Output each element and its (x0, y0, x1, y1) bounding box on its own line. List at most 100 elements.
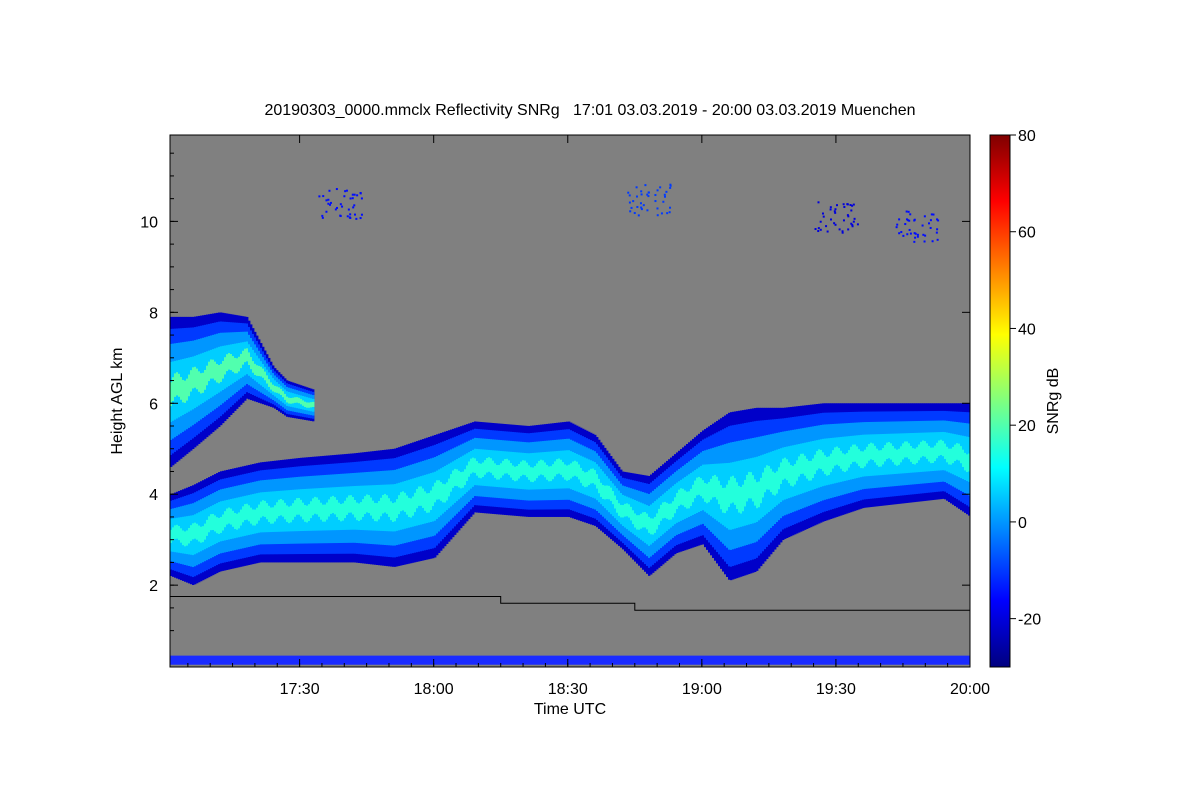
cirrus-point (905, 218, 908, 221)
cirrus-point (819, 228, 822, 231)
cirrus-point (908, 219, 911, 222)
cirrus-point (927, 222, 930, 225)
cirrus-point (847, 215, 850, 218)
cirrus-point (329, 201, 332, 204)
cirrus-point (905, 210, 908, 213)
x-tick-label: 18:00 (414, 681, 454, 698)
cirrus-point (351, 197, 354, 200)
cirrus-point (829, 206, 832, 209)
cirrus-point (654, 200, 657, 203)
cirrus-point (351, 193, 354, 196)
cirrus-point (345, 189, 348, 192)
cirrus-point (360, 197, 363, 200)
cirrus-point (646, 209, 649, 212)
cirrus-point (349, 213, 352, 216)
cirrus-point (668, 211, 671, 214)
cirrus-point (900, 231, 903, 234)
cirrus-point (902, 234, 905, 237)
cirrus-point (913, 232, 916, 235)
cirrus-point (817, 227, 820, 230)
y-tick-label: 2 (149, 578, 158, 595)
cirrus-point (328, 189, 331, 192)
cirrus-point (916, 235, 919, 238)
cirrus-point (830, 218, 833, 221)
cirrus-point (640, 193, 643, 196)
upper-cloud (170, 312, 315, 467)
cirrus-point (327, 198, 330, 201)
colorbar-gradient (989, 134, 1011, 668)
colorbar: 80 60 40 20 0 -20 SNRg dB (989, 128, 1062, 668)
colorbar-tick-label: 0 (1018, 515, 1027, 532)
cirrus-point (630, 206, 633, 209)
cirrus-point (325, 199, 328, 202)
cirrus-point (669, 206, 672, 209)
cirrus-point (353, 204, 356, 207)
cirrus-point (904, 223, 907, 226)
snr-threshold-line (170, 596, 970, 611)
cirrus-point (908, 228, 911, 231)
cirrus-point (817, 201, 820, 204)
cirrus-point (635, 195, 638, 198)
cirrus-point (669, 184, 672, 187)
cirrus-point (640, 190, 643, 193)
y-axis: 2 4 6 8 10 (140, 152, 970, 632)
cirrus-point (846, 214, 849, 217)
colorbar-tick-label: 80 (1018, 128, 1036, 145)
cirrus-point (936, 218, 939, 221)
cirrus-point (663, 195, 666, 198)
cirrus-point (347, 208, 350, 211)
y-tick-label: 4 (149, 487, 158, 504)
cirrus-point (819, 220, 822, 223)
colorbar-tick-label: 20 (1018, 418, 1036, 435)
cirrus-point (359, 192, 362, 195)
cirrus-point (842, 219, 845, 222)
cirrus-point (656, 214, 659, 217)
y-tick-label: 8 (149, 305, 158, 322)
cirrus-point (913, 218, 916, 221)
cirrus-point (318, 195, 321, 198)
cirrus-point (921, 224, 924, 227)
cirrus-point (841, 230, 844, 233)
cirrus-point (656, 189, 659, 192)
cirrus-point (850, 209, 853, 212)
cirrus-point (339, 203, 342, 206)
cirrus-point (349, 197, 352, 200)
cirrus-point (924, 234, 927, 237)
plot-area: 17:30 18:00 18:30 19:00 19:30 20:00 2 4 6 8 10 (140, 134, 990, 698)
cirrus-point (636, 205, 639, 208)
cirrus-point (339, 215, 342, 218)
cirrus-point (348, 216, 351, 219)
cirrus-point (826, 230, 829, 233)
cirrus-point (895, 226, 898, 229)
cirrus-point (935, 231, 938, 234)
y-axis-label: Height AGL km (109, 347, 126, 454)
y-tick-label: 10 (140, 214, 158, 231)
cirrus-point (936, 228, 939, 231)
cirrus-point (628, 201, 631, 204)
plot-frame (169, 134, 971, 668)
cirrus-point (346, 215, 349, 218)
cirrus-point (906, 233, 909, 236)
cirrus-point (321, 216, 324, 219)
cirrus-point (851, 204, 854, 207)
cirrus-point (360, 213, 363, 216)
cirrus-point (817, 230, 820, 233)
cirrus-point (937, 219, 940, 222)
cirrus-point (647, 191, 650, 194)
cirrus-point (665, 190, 668, 193)
cirrus-point (849, 204, 852, 207)
cirrus-point (628, 194, 631, 197)
cirrus-point (660, 212, 663, 215)
cirrus-point (850, 222, 853, 225)
cirrus-point (838, 228, 841, 231)
cirrus-point (321, 214, 324, 217)
cirrus-point (344, 190, 347, 193)
cirrus-patches (318, 183, 940, 243)
cirrus-point (646, 193, 649, 196)
x-axis-label: Time UTC (534, 701, 606, 718)
cirrus-point (843, 205, 846, 208)
cirrus-point (335, 206, 338, 209)
colorbar-tick-label: 60 (1018, 225, 1036, 242)
cirrus-point (833, 210, 836, 213)
